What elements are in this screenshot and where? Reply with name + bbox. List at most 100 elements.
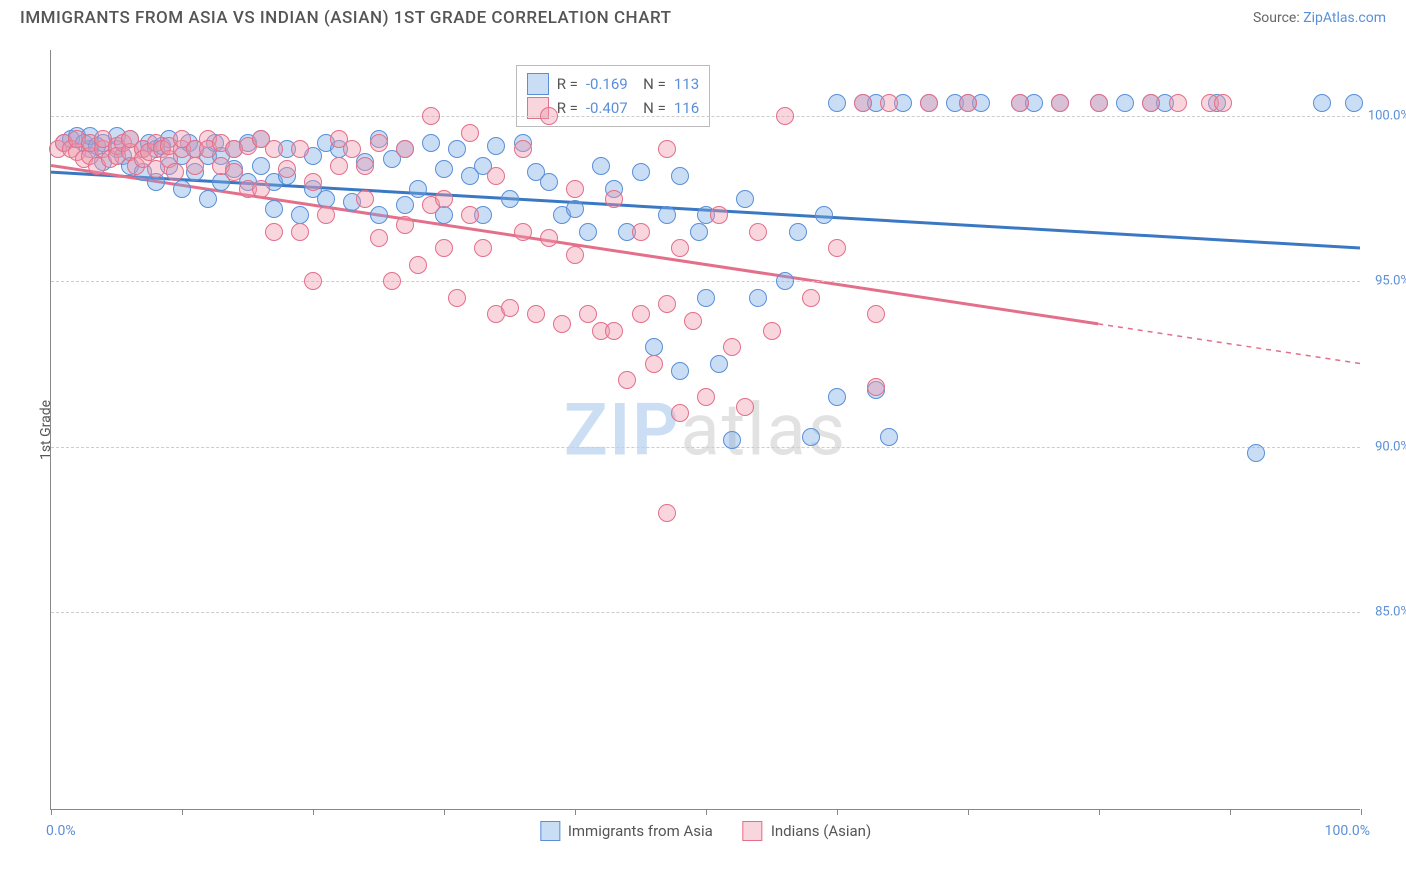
scatter-point-indian — [317, 206, 335, 224]
scatter-point-indian — [487, 167, 505, 185]
scatter-point-indian — [540, 229, 558, 247]
gridline — [51, 116, 1360, 117]
scatter-point-asia — [199, 190, 217, 208]
y-tick-label: 100.0% — [1365, 109, 1406, 124]
stats-swatch-asia — [527, 73, 549, 95]
scatter-point-asia — [880, 428, 898, 446]
x-tick — [1099, 809, 1100, 815]
source-link[interactable]: ZipAtlas.com — [1303, 10, 1386, 26]
scatter-point-indian — [1090, 94, 1108, 112]
legend-label: Immigrants from Asia — [568, 822, 713, 840]
scatter-point-asia — [540, 173, 558, 191]
scatter-point-asia — [789, 223, 807, 241]
scatter-point-asia — [828, 94, 846, 112]
scatter-point-indian — [1169, 94, 1187, 112]
x-tick — [1230, 809, 1231, 815]
scatter-point-indian — [278, 160, 296, 178]
stats-r-value: -0.169 — [586, 72, 628, 96]
scatter-point-asia — [435, 160, 453, 178]
scatter-point-indian — [514, 140, 532, 158]
scatter-point-indian — [776, 107, 794, 125]
x-tick — [313, 809, 314, 815]
scatter-point-indian — [802, 289, 820, 307]
chart-title: IMMIGRANTS FROM ASIA VS INDIAN (ASIAN) 1… — [20, 8, 672, 28]
scatter-point-indian — [723, 338, 741, 356]
source-attribution: Source: ZipAtlas.com — [1253, 10, 1386, 26]
gridline — [51, 281, 1360, 282]
scatter-point-indian — [291, 140, 309, 158]
scatter-point-indian — [697, 388, 715, 406]
scatter-point-indian — [749, 223, 767, 241]
scatter-point-indian — [880, 94, 898, 112]
scatter-point-indian — [383, 272, 401, 290]
scatter-point-indian — [710, 206, 728, 224]
watermark-zip: ZIP — [564, 387, 680, 472]
scatter-point-asia — [501, 190, 519, 208]
scatter-point-indian — [435, 239, 453, 257]
scatter-chart: ZIPatlas 1st Grade 0.0% 100.0% R =-0.169… — [50, 50, 1360, 810]
scatter-point-asia — [592, 157, 610, 175]
scatter-point-indian — [566, 180, 584, 198]
scatter-point-asia — [252, 157, 270, 175]
scatter-point-asia — [409, 180, 427, 198]
scatter-point-indian — [658, 504, 676, 522]
scatter-point-indian — [959, 94, 977, 112]
x-tick — [51, 809, 52, 815]
y-tick-label: 85.0% — [1365, 604, 1406, 619]
x-tick — [968, 809, 969, 815]
scatter-point-asia — [645, 338, 663, 356]
scatter-point-indian — [291, 223, 309, 241]
scatter-point-indian — [867, 378, 885, 396]
scatter-point-indian — [632, 305, 650, 323]
scatter-point-indian — [370, 229, 388, 247]
scatter-point-indian — [514, 223, 532, 241]
stats-n-label: N = — [636, 72, 666, 96]
legend-item: Indians (Asian) — [743, 821, 871, 841]
scatter-point-asia — [265, 200, 283, 218]
scatter-point-asia — [487, 137, 505, 155]
scatter-point-asia — [422, 134, 440, 152]
scatter-point-indian — [605, 322, 623, 340]
scatter-point-asia — [173, 180, 191, 198]
scatter-point-indian — [920, 94, 938, 112]
scatter-point-indian — [435, 190, 453, 208]
source-prefix: Source: — [1253, 10, 1303, 26]
trendlines-layer — [51, 50, 1360, 809]
scatter-point-indian — [645, 355, 663, 373]
scatter-point-asia — [723, 431, 741, 449]
scatter-point-indian — [186, 157, 204, 175]
scatter-point-asia — [690, 223, 708, 241]
scatter-point-indian — [763, 322, 781, 340]
x-axis-max-label: 100.0% — [1325, 823, 1370, 839]
scatter-point-indian — [828, 239, 846, 257]
stats-row-asia: R =-0.169 N =113 — [527, 72, 699, 96]
scatter-point-indian — [474, 239, 492, 257]
scatter-point-indian — [304, 272, 322, 290]
scatter-point-indian — [527, 305, 545, 323]
x-tick — [1361, 809, 1362, 815]
scatter-point-asia — [579, 223, 597, 241]
scatter-point-asia — [1345, 94, 1363, 112]
scatter-point-indian — [867, 305, 885, 323]
scatter-point-asia — [749, 289, 767, 307]
scatter-point-indian — [370, 134, 388, 152]
scatter-point-indian — [343, 140, 361, 158]
scatter-point-asia — [448, 140, 466, 158]
scatter-point-asia — [697, 289, 715, 307]
x-tick — [837, 809, 838, 815]
scatter-point-asia — [291, 206, 309, 224]
gridline — [51, 447, 1360, 448]
scatter-point-indian — [461, 124, 479, 142]
scatter-point-asia — [828, 388, 846, 406]
scatter-point-indian — [396, 216, 414, 234]
scatter-point-asia — [710, 355, 728, 373]
header: IMMIGRANTS FROM ASIA VS INDIAN (ASIAN) 1… — [0, 0, 1406, 28]
scatter-point-asia — [736, 190, 754, 208]
scatter-point-indian — [265, 223, 283, 241]
x-tick — [575, 809, 576, 815]
scatter-point-indian — [265, 140, 283, 158]
scatter-point-indian — [684, 312, 702, 330]
stats-r-label: R = — [557, 72, 578, 96]
scatter-point-indian — [736, 398, 754, 416]
scatter-point-indian — [166, 163, 184, 181]
